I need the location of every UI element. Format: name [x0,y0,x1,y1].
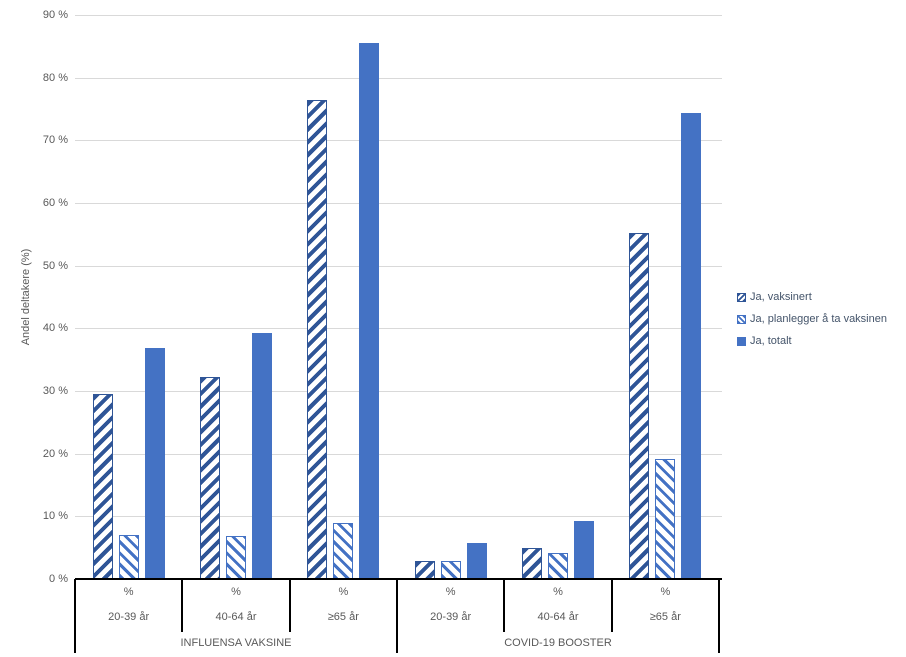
bar [466,542,487,579]
gridline [75,516,722,518]
group-divider [503,579,506,632]
x-axis-baseline [75,578,722,580]
bar [118,534,139,579]
bar [92,394,113,579]
y-tick-label: 40 % [42,322,68,335]
age-group-label: ≥65 år [327,611,359,623]
bar [548,552,569,579]
bar [252,333,273,579]
group-divider [181,579,184,632]
gridline [75,203,722,204]
category-label: INFLUENSA VAKSINE [180,637,292,649]
gridline [75,453,722,455]
legend-item: Ja, planlegger å ta vaksinen [737,313,887,325]
column-header-label: % [553,586,563,598]
y-tick-label: 90 % [42,9,68,21]
bar [440,561,461,579]
category-divider [74,579,76,653]
y-tick-label: 20 % [42,447,68,460]
category-divider [718,579,720,653]
bar [144,348,165,579]
bar [359,43,380,579]
age-group-label: 40-64 år [215,611,257,623]
legend-marker-hatch-back-icon [737,314,746,324]
legend-item: Ja, totalt [737,335,887,347]
legend: Ja, vaksinert Ja, planlegger å ta vaksine… [737,291,887,357]
group-divider [288,579,291,632]
gridline [75,77,722,79]
bar [333,522,354,579]
bar [307,99,328,579]
age-group-label: 20-39 år [430,611,472,623]
category-label: COVID-19 BOOSTER [504,637,612,649]
bar [522,547,543,579]
category-divider [396,579,398,653]
bar [574,521,595,579]
y-tick-label: 80 % [42,71,68,84]
plot-area [75,15,722,579]
legend-item: Ja, vaksinert [737,291,887,303]
y-tick-label: 70 % [42,134,68,147]
gridline [75,15,722,16]
y-tick-label: 50 % [42,259,68,272]
group-divider [610,579,613,632]
gridline [75,328,722,330]
gridline [75,140,722,142]
gridline [75,391,722,392]
legend-label: Ja, planlegger å ta vaksinen [750,313,887,325]
legend-marker-hatch-forward-icon [737,292,746,302]
y-tick-label: 10 % [42,510,68,523]
column-header-label: % [123,586,134,598]
legend-marker-solid-icon [737,336,746,346]
bar [629,233,650,579]
age-group-label: 20-39 år [108,611,150,623]
legend-label: Ja, vaksinert [750,291,812,303]
column-header-label: % [231,586,241,598]
bar [226,536,247,579]
age-group-label: 40-64 år [537,611,579,623]
legend-label: Ja, totalt [750,335,792,347]
column-header-label: % [660,586,671,598]
gridline [75,265,722,267]
age-group-label: ≥65 år [649,611,681,623]
bar [414,561,435,579]
bar [681,112,702,579]
bar [655,458,676,579]
column-header-label: % [338,586,349,598]
y-tick-label: 0 % [49,573,68,585]
column-header-label: % [445,586,456,598]
bar [200,376,221,579]
y-tick-label: 60 % [42,197,68,209]
y-tick-label: 30 % [42,385,68,397]
